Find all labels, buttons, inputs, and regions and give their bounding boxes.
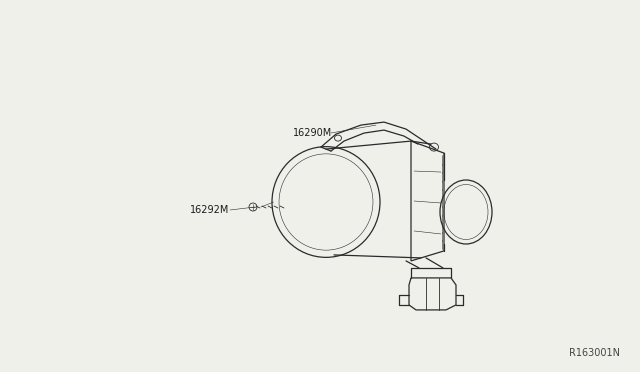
Text: 16292M: 16292M <box>190 205 229 215</box>
Ellipse shape <box>249 203 257 211</box>
Text: 16290M: 16290M <box>293 128 332 138</box>
Polygon shape <box>409 278 456 310</box>
Text: R163001N: R163001N <box>569 348 620 358</box>
